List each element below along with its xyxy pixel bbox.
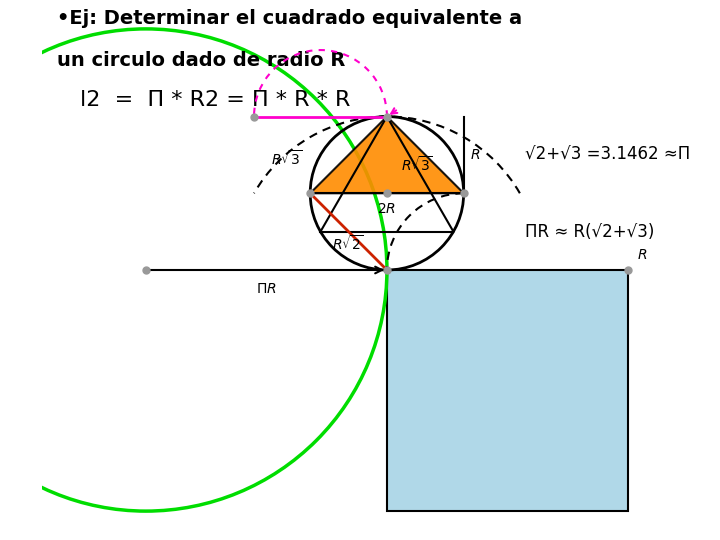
Text: $R\sqrt{2}$: $R\sqrt{2}$ xyxy=(332,234,364,253)
Text: $\Pi R$: $\Pi R$ xyxy=(256,281,276,295)
Text: $R$: $R$ xyxy=(470,148,480,162)
Text: $R$: $R$ xyxy=(637,248,647,262)
Text: $R\sqrt{3}$: $R\sqrt{3}$ xyxy=(401,154,433,173)
Text: un circulo dado de radio R: un circulo dado de radio R xyxy=(57,51,346,70)
Polygon shape xyxy=(310,117,464,193)
Polygon shape xyxy=(387,270,628,511)
Text: $R\sqrt{3}$: $R\sqrt{3}$ xyxy=(271,149,302,168)
Text: √2+√3 =3.1462 ≈Π: √2+√3 =3.1462 ≈Π xyxy=(525,146,690,164)
Text: $2R$: $2R$ xyxy=(377,202,397,217)
Text: l2  =  Π * R2 = Π * R * R: l2 = Π * R2 = Π * R * R xyxy=(80,90,351,110)
Text: •Ej: Determinar el cuadrado equivalente a: •Ej: Determinar el cuadrado equivalente … xyxy=(57,9,522,28)
Text: ΠR ≈ R(√2+√3): ΠR ≈ R(√2+√3) xyxy=(525,222,654,241)
